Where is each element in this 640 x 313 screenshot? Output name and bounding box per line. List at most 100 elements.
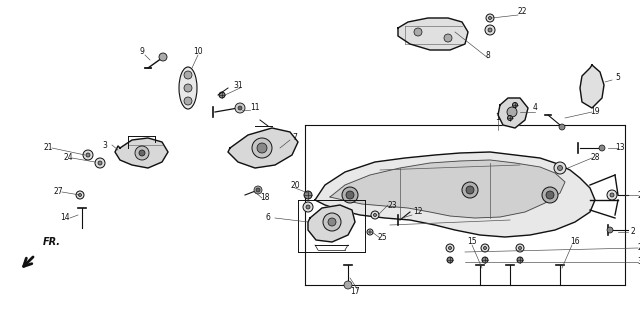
Circle shape — [554, 162, 566, 174]
Circle shape — [323, 213, 341, 231]
Circle shape — [371, 211, 379, 219]
Circle shape — [559, 124, 565, 130]
Circle shape — [257, 143, 267, 153]
Circle shape — [184, 71, 192, 79]
Text: 16: 16 — [570, 238, 580, 247]
Text: 8: 8 — [486, 50, 490, 59]
Text: 24: 24 — [63, 153, 73, 162]
Text: 13: 13 — [615, 143, 625, 152]
Polygon shape — [315, 152, 595, 237]
Circle shape — [488, 28, 492, 32]
Polygon shape — [228, 128, 298, 168]
Polygon shape — [580, 65, 604, 108]
Polygon shape — [498, 98, 528, 128]
Circle shape — [607, 227, 613, 233]
Circle shape — [369, 231, 371, 233]
Circle shape — [184, 97, 192, 105]
Circle shape — [135, 146, 149, 160]
Circle shape — [303, 202, 313, 212]
Text: 9: 9 — [140, 48, 145, 57]
Circle shape — [238, 106, 242, 110]
Polygon shape — [308, 205, 355, 242]
Circle shape — [235, 103, 245, 113]
Circle shape — [517, 257, 523, 263]
Circle shape — [599, 145, 605, 151]
Text: 14: 14 — [60, 213, 70, 223]
Text: 26: 26 — [637, 191, 640, 199]
Text: 4: 4 — [532, 104, 538, 112]
Text: 5: 5 — [616, 74, 620, 83]
Circle shape — [367, 229, 373, 235]
Circle shape — [449, 247, 451, 249]
Circle shape — [516, 244, 524, 252]
Text: 17: 17 — [350, 288, 360, 296]
Text: 1: 1 — [495, 112, 500, 121]
Circle shape — [482, 257, 488, 263]
Circle shape — [254, 186, 262, 194]
Ellipse shape — [179, 67, 197, 109]
Text: 30: 30 — [637, 258, 640, 266]
Text: 20: 20 — [290, 181, 300, 189]
Circle shape — [342, 187, 358, 203]
Circle shape — [546, 191, 554, 199]
Circle shape — [486, 14, 494, 22]
Circle shape — [414, 28, 422, 36]
Circle shape — [304, 191, 312, 199]
Text: 19: 19 — [590, 107, 600, 116]
Circle shape — [483, 247, 486, 249]
Circle shape — [466, 186, 474, 194]
Text: 12: 12 — [413, 208, 423, 217]
Circle shape — [79, 193, 81, 197]
Text: 28: 28 — [590, 153, 600, 162]
Text: 23: 23 — [387, 201, 397, 209]
Text: 6: 6 — [266, 213, 271, 223]
Circle shape — [610, 193, 614, 197]
Text: 27: 27 — [53, 187, 63, 197]
Circle shape — [83, 150, 93, 160]
Circle shape — [344, 281, 352, 289]
Text: 11: 11 — [250, 104, 260, 112]
Circle shape — [252, 138, 272, 158]
Circle shape — [98, 161, 102, 165]
Circle shape — [481, 244, 489, 252]
Text: 10: 10 — [193, 48, 203, 57]
Text: 22: 22 — [517, 8, 527, 17]
Text: 18: 18 — [260, 193, 269, 203]
Circle shape — [518, 247, 522, 249]
Circle shape — [462, 182, 478, 198]
Circle shape — [507, 107, 517, 117]
Circle shape — [184, 84, 192, 92]
Circle shape — [306, 205, 310, 209]
Text: 21: 21 — [44, 143, 52, 152]
Circle shape — [444, 34, 452, 42]
Circle shape — [513, 102, 518, 107]
Circle shape — [374, 213, 376, 217]
Circle shape — [488, 17, 492, 19]
Circle shape — [542, 187, 558, 203]
Text: FR.: FR. — [43, 237, 61, 247]
Circle shape — [557, 166, 563, 171]
Circle shape — [447, 257, 453, 263]
Circle shape — [607, 190, 617, 200]
Polygon shape — [115, 138, 168, 168]
Circle shape — [256, 188, 260, 192]
Text: 3: 3 — [102, 141, 108, 150]
Text: 7: 7 — [292, 134, 298, 142]
Circle shape — [446, 244, 454, 252]
Circle shape — [328, 218, 336, 226]
Circle shape — [95, 158, 105, 168]
Polygon shape — [330, 160, 565, 218]
Circle shape — [219, 92, 225, 98]
Text: 2: 2 — [630, 228, 636, 237]
Circle shape — [139, 150, 145, 156]
Circle shape — [485, 25, 495, 35]
Text: 25: 25 — [377, 233, 387, 243]
Circle shape — [76, 191, 84, 199]
Text: 31: 31 — [233, 80, 243, 90]
Circle shape — [86, 153, 90, 157]
Polygon shape — [398, 18, 468, 50]
Circle shape — [159, 53, 167, 61]
Text: 15: 15 — [467, 238, 477, 247]
Circle shape — [346, 191, 354, 199]
Text: 29: 29 — [637, 244, 640, 253]
